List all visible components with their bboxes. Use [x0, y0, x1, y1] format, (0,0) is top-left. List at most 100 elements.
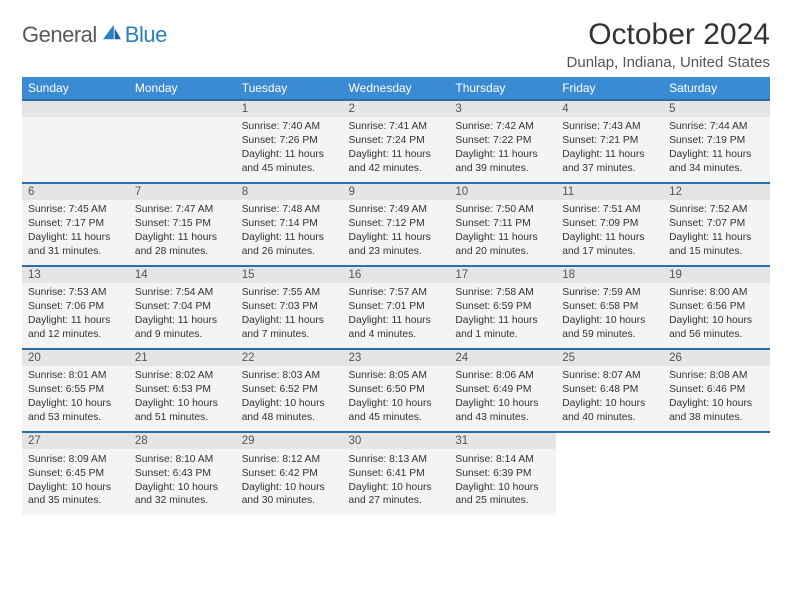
daylight-text-2: and 35 minutes.: [28, 494, 123, 508]
day-number-cell: 10: [449, 183, 556, 200]
daylight-text-2: and 20 minutes.: [455, 245, 550, 259]
daylight-text-1: Daylight: 11 hours: [135, 231, 230, 245]
sunrise-text: Sunrise: 8:08 AM: [669, 369, 764, 383]
daylight-text-1: Daylight: 11 hours: [562, 148, 657, 162]
daylight-text-1: Daylight: 10 hours: [562, 397, 657, 411]
sunrise-text: Sunrise: 7:43 AM: [562, 120, 657, 134]
daylight-text-2: and 9 minutes.: [135, 328, 230, 342]
day-header: Wednesday: [343, 77, 450, 100]
day-header: Monday: [129, 77, 236, 100]
daylight-text-2: and 39 minutes.: [455, 162, 550, 176]
day-number-cell: 1: [236, 100, 343, 117]
day-number-cell: 7: [129, 183, 236, 200]
sunrise-text: Sunrise: 7:55 AM: [242, 286, 337, 300]
day-number-cell: 31: [449, 432, 556, 449]
sunset-text: Sunset: 7:03 PM: [242, 300, 337, 314]
daynum-row: 13141516171819: [22, 266, 770, 283]
day-detail-cell: Sunrise: 7:49 AMSunset: 7:12 PMDaylight:…: [343, 200, 450, 266]
daynum-row: 12345: [22, 100, 770, 117]
day-detail-cell: Sunrise: 7:54 AMSunset: 7:04 PMDaylight:…: [129, 283, 236, 349]
sunset-text: Sunset: 6:39 PM: [455, 467, 550, 481]
sunrise-text: Sunrise: 7:45 AM: [28, 203, 123, 217]
daylight-text-2: and 42 minutes.: [349, 162, 444, 176]
day-number-cell: 2: [343, 100, 450, 117]
daylight-text-1: Daylight: 11 hours: [28, 314, 123, 328]
day-header: Sunday: [22, 77, 129, 100]
logo-text-blue: Blue: [125, 22, 167, 48]
sunset-text: Sunset: 6:52 PM: [242, 383, 337, 397]
day-number-cell: 6: [22, 183, 129, 200]
daylight-text-2: and 45 minutes.: [349, 411, 444, 425]
daylight-text-2: and 59 minutes.: [562, 328, 657, 342]
daylight-text-1: Daylight: 11 hours: [349, 148, 444, 162]
daylight-text-2: and 31 minutes.: [28, 245, 123, 259]
sunrise-text: Sunrise: 8:00 AM: [669, 286, 764, 300]
day-number-cell: 19: [663, 266, 770, 283]
daylight-text-2: and 23 minutes.: [349, 245, 444, 259]
daylight-text-1: Daylight: 10 hours: [28, 397, 123, 411]
sunset-text: Sunset: 7:17 PM: [28, 217, 123, 231]
day-detail-cell: Sunrise: 8:02 AMSunset: 6:53 PMDaylight:…: [129, 366, 236, 432]
day-number-cell: 17: [449, 266, 556, 283]
sunrise-text: Sunrise: 7:52 AM: [669, 203, 764, 217]
day-number-cell: [556, 432, 663, 449]
day-number-cell: [22, 100, 129, 117]
daylight-text-1: Daylight: 11 hours: [349, 231, 444, 245]
sunset-text: Sunset: 6:59 PM: [455, 300, 550, 314]
daylight-text-1: Daylight: 10 hours: [28, 481, 123, 495]
sunset-text: Sunset: 6:55 PM: [28, 383, 123, 397]
day-number-cell: 20: [22, 349, 129, 366]
day-number-cell: 5: [663, 100, 770, 117]
day-number-cell: 22: [236, 349, 343, 366]
sunset-text: Sunset: 6:58 PM: [562, 300, 657, 314]
day-header: Thursday: [449, 77, 556, 100]
daylight-text-1: Daylight: 11 hours: [669, 148, 764, 162]
day-number-cell: 9: [343, 183, 450, 200]
day-number-cell: 4: [556, 100, 663, 117]
daylight-text-1: Daylight: 10 hours: [669, 314, 764, 328]
daylight-text-2: and 15 minutes.: [669, 245, 764, 259]
day-detail-cell: Sunrise: 8:14 AMSunset: 6:39 PMDaylight:…: [449, 449, 556, 515]
sunrise-text: Sunrise: 7:53 AM: [28, 286, 123, 300]
daylight-text-1: Daylight: 10 hours: [349, 481, 444, 495]
title-block: October 2024 Dunlap, Indiana, United Sta…: [567, 18, 770, 71]
detail-row: Sunrise: 8:01 AMSunset: 6:55 PMDaylight:…: [22, 366, 770, 432]
sunset-text: Sunset: 6:56 PM: [669, 300, 764, 314]
sunrise-text: Sunrise: 7:41 AM: [349, 120, 444, 134]
daylight-text-1: Daylight: 11 hours: [28, 231, 123, 245]
sunset-text: Sunset: 6:41 PM: [349, 467, 444, 481]
day-detail-cell: Sunrise: 7:55 AMSunset: 7:03 PMDaylight:…: [236, 283, 343, 349]
sunset-text: Sunset: 7:14 PM: [242, 217, 337, 231]
sunrise-text: Sunrise: 7:50 AM: [455, 203, 550, 217]
sunrise-text: Sunrise: 7:47 AM: [135, 203, 230, 217]
day-number-cell: 28: [129, 432, 236, 449]
sunrise-text: Sunrise: 8:06 AM: [455, 369, 550, 383]
sunset-text: Sunset: 6:48 PM: [562, 383, 657, 397]
day-detail-cell: [663, 449, 770, 515]
sunrise-text: Sunrise: 7:51 AM: [562, 203, 657, 217]
calendar-table: Sunday Monday Tuesday Wednesday Thursday…: [22, 77, 770, 515]
day-detail-cell: Sunrise: 7:43 AMSunset: 7:21 PMDaylight:…: [556, 117, 663, 183]
sunset-text: Sunset: 7:01 PM: [349, 300, 444, 314]
day-detail-cell: Sunrise: 7:42 AMSunset: 7:22 PMDaylight:…: [449, 117, 556, 183]
day-number-cell: 13: [22, 266, 129, 283]
day-number-cell: 12: [663, 183, 770, 200]
day-number-cell: 14: [129, 266, 236, 283]
daylight-text-2: and 1 minute.: [455, 328, 550, 342]
logo-text-general: General: [22, 22, 97, 48]
day-detail-cell: [22, 117, 129, 183]
day-header: Friday: [556, 77, 663, 100]
sunrise-text: Sunrise: 7:57 AM: [349, 286, 444, 300]
daylight-text-2: and 40 minutes.: [562, 411, 657, 425]
sunset-text: Sunset: 7:04 PM: [135, 300, 230, 314]
sunrise-text: Sunrise: 7:48 AM: [242, 203, 337, 217]
day-number-cell: 8: [236, 183, 343, 200]
daylight-text-2: and 17 minutes.: [562, 245, 657, 259]
day-detail-cell: [556, 449, 663, 515]
daylight-text-2: and 28 minutes.: [135, 245, 230, 259]
day-header: Tuesday: [236, 77, 343, 100]
daylight-text-2: and 26 minutes.: [242, 245, 337, 259]
daylight-text-2: and 25 minutes.: [455, 494, 550, 508]
day-number-cell: 30: [343, 432, 450, 449]
daylight-text-1: Daylight: 11 hours: [349, 314, 444, 328]
